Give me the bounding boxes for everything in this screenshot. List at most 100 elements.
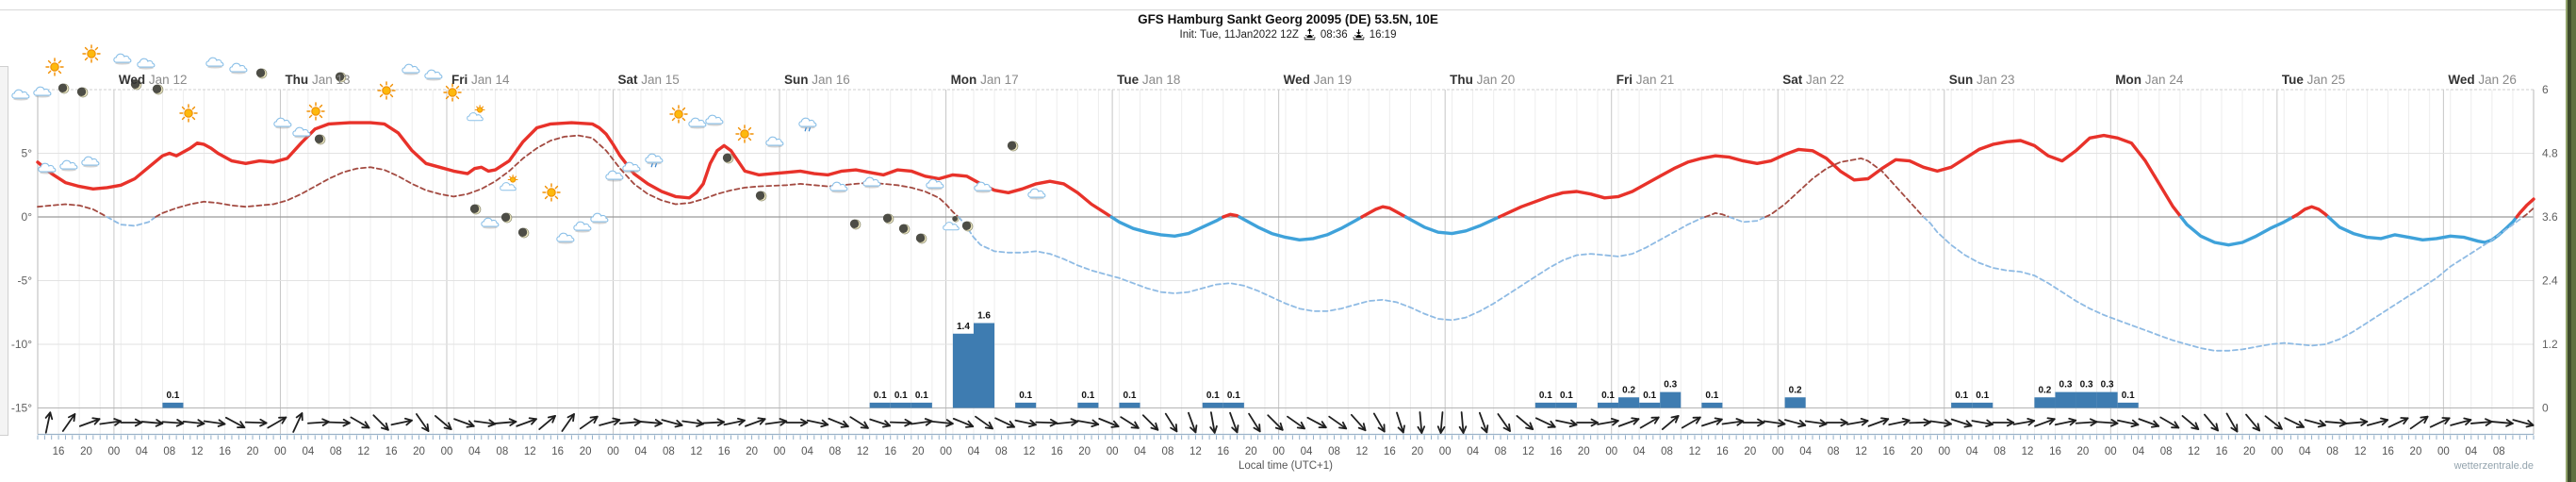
wind-arrow	[1209, 411, 1218, 434]
cloud-icon	[59, 159, 78, 173]
precip-bar	[1701, 402, 1723, 408]
hour-label: 08	[2326, 446, 2338, 457]
day-label: Wed Jan 26	[2448, 73, 2517, 87]
wind-arrow	[931, 419, 954, 427]
precip-bar-label: 0.1	[1539, 391, 1552, 401]
precip-bar-label: 0.1	[1643, 391, 1656, 401]
precipitation-bars: 0.1 0.1 0.1 0.1 1.4 1.6 0.1 0.1 0.1 0.1 0.1 0.1 0.1 0…	[162, 311, 2139, 408]
precip-bar-label: 1.6	[977, 311, 991, 322]
day-label: Fri Jan 21	[1616, 73, 1675, 87]
precip-bar	[1077, 402, 1099, 408]
hour-label: 12	[1522, 446, 1534, 457]
hour-label: 00	[2437, 446, 2450, 457]
cloud-icon	[424, 69, 443, 82]
wind-arrow	[1721, 418, 1745, 426]
temperature-dashed-segment	[1728, 216, 1766, 224]
wind-arrow	[120, 418, 143, 427]
wind-arrow	[1141, 414, 1159, 431]
wind-arrow	[889, 418, 912, 427]
wind-arrow	[1188, 411, 1198, 434]
hour-label: 00	[2105, 446, 2117, 457]
sun-icon	[669, 105, 688, 124]
wind-arrow	[2181, 415, 2200, 430]
cloud-icon	[590, 212, 609, 225]
hour-label: 00	[108, 446, 121, 457]
hour-label: 04	[2465, 446, 2477, 457]
gridlines	[37, 89, 2535, 440]
hour-label: 16	[718, 446, 730, 457]
precip-tick-label: 0	[2542, 402, 2549, 415]
precip-bar	[2034, 397, 2056, 408]
cloud-icon	[926, 178, 944, 191]
hour-label: 20	[247, 446, 259, 457]
precip-bar-label: 0.1	[166, 391, 179, 401]
moon-icon	[961, 221, 974, 232]
precip-bar-label: 0.1	[874, 391, 887, 401]
hour-label: 04	[136, 446, 148, 457]
wind-arrow	[224, 416, 246, 429]
hour-label: 00	[1605, 446, 1617, 457]
hour-label: 12	[1190, 446, 1202, 457]
wind-arrow	[994, 417, 1015, 428]
wind-arrow	[975, 415, 993, 430]
hour-label: 16	[53, 446, 65, 457]
hour-label: 16	[2049, 446, 2061, 457]
wind-arrow	[434, 415, 452, 430]
wind-arrow	[1350, 413, 1367, 432]
precip-tick-label: 3.6	[2542, 210, 2558, 224]
hour-label: 16	[884, 446, 896, 457]
cloud-icon	[765, 136, 784, 149]
hour-label: 20	[413, 446, 425, 457]
hour-label: 08	[1828, 446, 1840, 457]
hour-label: 04	[302, 446, 314, 457]
day-label: Tue Jan 25	[2282, 73, 2345, 87]
wind-arrow	[1661, 415, 1680, 430]
wind-arrow	[702, 418, 726, 427]
wind-arrow	[1804, 419, 1828, 427]
wind-arrow	[579, 415, 599, 430]
precip-bar-label: 0.1	[1705, 391, 1718, 401]
temperature-dashed-segment	[957, 216, 1706, 322]
precip-bar	[2076, 391, 2097, 408]
wind-arrow	[849, 416, 869, 429]
temperature-2m-solid-segment	[1360, 205, 1408, 219]
hour-label: 08	[2493, 446, 2505, 457]
moon-icon	[849, 219, 861, 230]
wind-arrow	[415, 413, 430, 432]
moon-icon	[755, 191, 767, 202]
wind-arrow	[1617, 417, 1640, 427]
wind-arrow	[2512, 419, 2535, 428]
precip-bar	[1015, 402, 1037, 408]
wind-arrow	[911, 418, 933, 426]
wind-arrow	[1929, 419, 1952, 427]
hour-label: 20	[580, 446, 592, 457]
moon-icon	[314, 134, 326, 145]
cloud-icon	[33, 86, 52, 99]
day-label: Fri Jan 14	[451, 73, 510, 87]
moon-icon	[76, 87, 89, 98]
precip-bar	[1598, 402, 1619, 408]
wind-arrow	[681, 419, 704, 427]
precip-bar	[869, 402, 891, 408]
right-edge-strip	[2566, 0, 2576, 482]
precip-bar-label: 0.1	[915, 391, 928, 401]
wind-arrow	[723, 417, 746, 426]
hour-label: 20	[1578, 446, 1590, 457]
sunset-time: 16:19	[1369, 28, 1397, 41]
wind-arrow	[2304, 419, 2326, 428]
hour-label: 12	[2188, 446, 2200, 457]
temperature-dashed-segment	[106, 216, 156, 227]
wind-arrow	[1516, 415, 1534, 430]
hour-label: 12	[2354, 446, 2367, 457]
cloud-icon	[11, 89, 30, 102]
cloud-icon	[705, 114, 724, 127]
temperature-dashed-segment	[1764, 158, 1925, 218]
wind-arrow	[61, 413, 76, 432]
cloud-icon	[862, 176, 881, 190]
temperature-dashed-segment	[1922, 216, 2524, 352]
wind-arrow	[1909, 418, 1931, 427]
cloud-icon	[402, 63, 420, 76]
cloud-icon	[113, 53, 132, 66]
precip-bar-label: 0.1	[1955, 391, 1968, 401]
